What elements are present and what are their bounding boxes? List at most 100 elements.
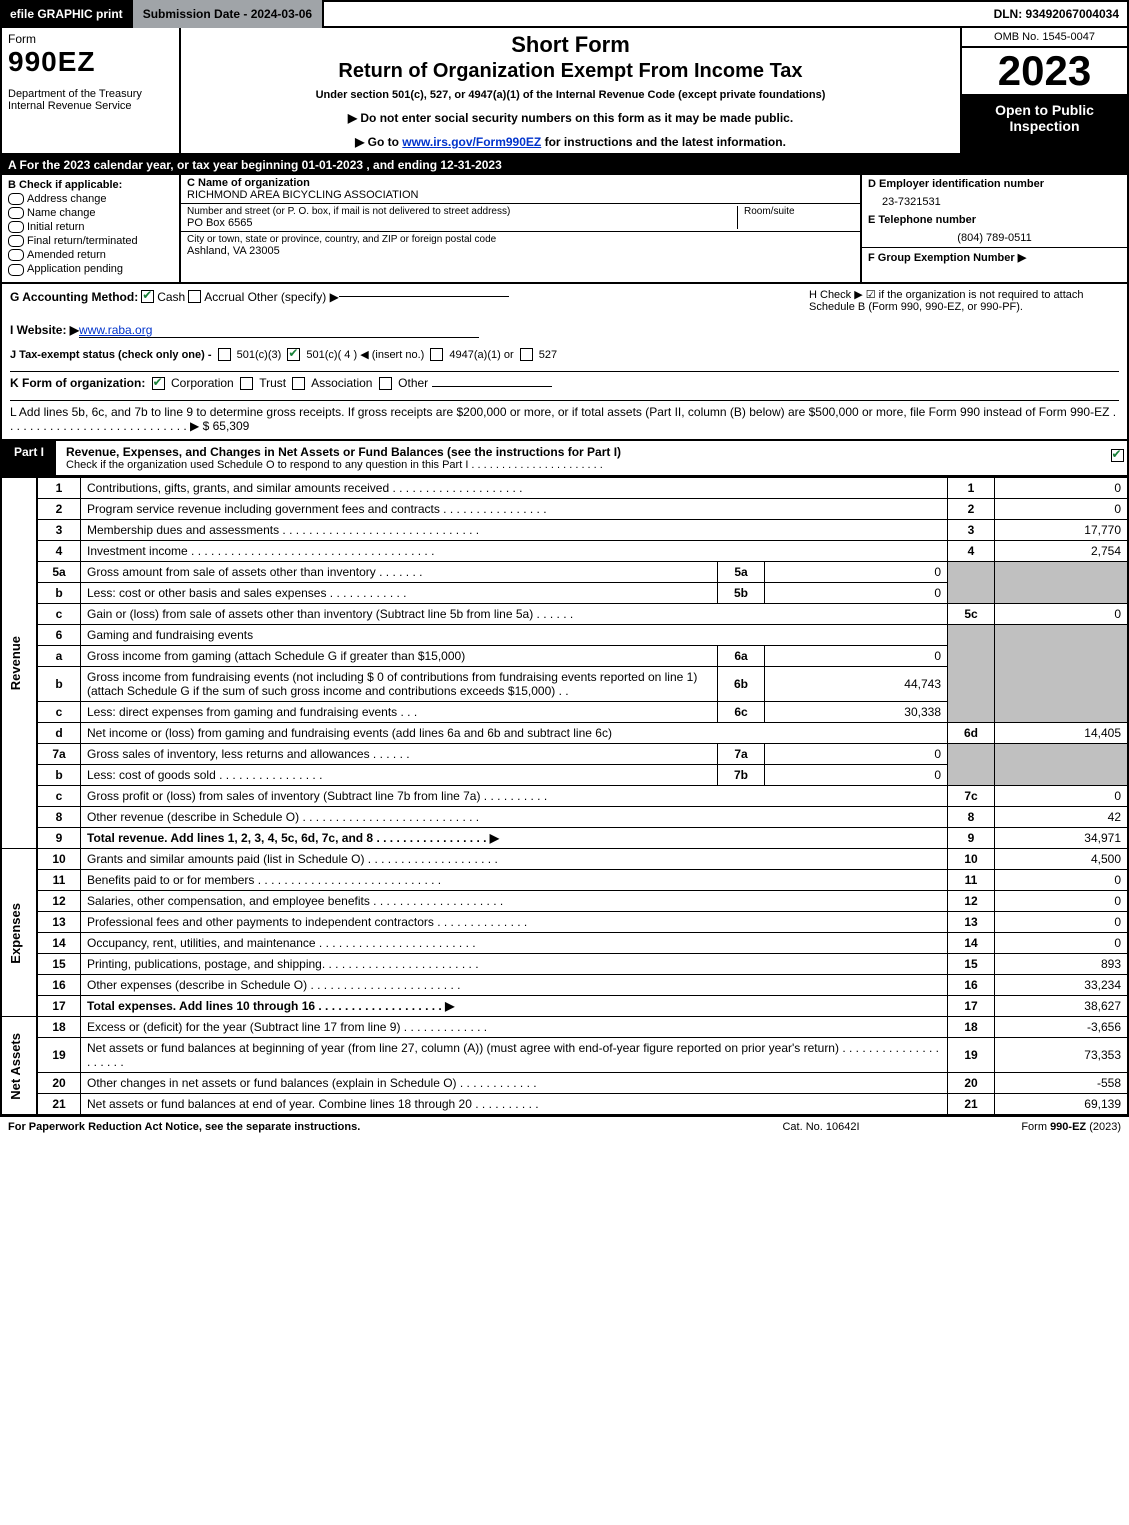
cb-schedule-o[interactable] xyxy=(1111,449,1124,462)
irs-link[interactable]: www.irs.gov/Form990EZ xyxy=(402,135,541,149)
section-d-e-f: D Employer identification number 23-7321… xyxy=(860,175,1127,282)
part-i-table: Revenue 1 Contributions, gifts, grants, … xyxy=(0,477,1129,1116)
cb-amended-return[interactable]: Amended return xyxy=(8,249,173,261)
efile-print-button[interactable]: efile GRAPHIC print xyxy=(2,0,133,28)
l7c-val: 0 xyxy=(995,786,1129,807)
title-line1: Short Form xyxy=(191,32,950,58)
l6a-val: 0 xyxy=(765,646,948,667)
cb-other-org[interactable] xyxy=(379,377,392,390)
section-j: J Tax-exempt status (check only one) - 5… xyxy=(10,348,1119,362)
cb-527[interactable] xyxy=(520,348,533,361)
l14-val: 0 xyxy=(995,933,1129,954)
cb-501c[interactable] xyxy=(287,348,300,361)
dln-number: DLN: 93492067004034 xyxy=(986,5,1127,23)
l6b-desc: Gross income from fundraising events (no… xyxy=(81,667,718,702)
form-number: 990EZ xyxy=(8,46,173,78)
l5c-val: 0 xyxy=(995,604,1129,625)
l10-val: 4,500 xyxy=(995,849,1129,870)
l13-desc: Professional fees and other payments to … xyxy=(81,912,948,933)
cb-501c3[interactable] xyxy=(218,348,231,361)
cb-initial-return[interactable]: Initial return xyxy=(8,221,173,233)
section-b-checkboxes: B Check if applicable: Address change Na… xyxy=(2,175,181,282)
l5a-desc: Gross amount from sale of assets other t… xyxy=(81,562,718,583)
l20-desc: Other changes in net assets or fund bala… xyxy=(81,1073,948,1094)
l19-val: 73,353 xyxy=(995,1038,1129,1073)
website-link[interactable]: www.raba.org xyxy=(79,323,479,338)
l4-desc: Investment income . . . . . . . . . . . … xyxy=(81,541,948,562)
c-name-label: C Name of organization xyxy=(187,177,854,189)
form-word: Form xyxy=(8,32,173,46)
cb-trust[interactable] xyxy=(240,377,253,390)
subtitle3: ▶ Go to www.irs.gov/Form990EZ for instru… xyxy=(191,135,950,149)
title-line2: Return of Organization Exempt From Incom… xyxy=(191,60,950,83)
l18-desc: Excess or (deficit) for the year (Subtra… xyxy=(81,1017,948,1038)
cb-final-return[interactable]: Final return/terminated xyxy=(8,235,173,247)
section-k: K Form of organization: Corporation Trus… xyxy=(10,371,1119,390)
section-i: I Website: ▶www.raba.org xyxy=(10,323,1119,338)
omb-number: OMB No. 1545-0047 xyxy=(962,28,1127,48)
cb-corporation[interactable] xyxy=(152,377,165,390)
l5b-val: 0 xyxy=(765,583,948,604)
l13-val: 0 xyxy=(995,912,1129,933)
section-g-through-l: H Check ▶ ☑ if the organization is not r… xyxy=(0,284,1129,442)
open-to-public: Open to Public Inspection xyxy=(962,96,1127,153)
side-revenue: Revenue xyxy=(8,636,23,690)
part-i-sub: Check if the organization used Schedule … xyxy=(66,459,1097,471)
l7b-val: 0 xyxy=(765,765,948,786)
l6d-val: 14,405 xyxy=(995,723,1129,744)
l7c-desc: Gross profit or (loss) from sales of inv… xyxy=(81,786,948,807)
l15-desc: Printing, publications, postage, and shi… xyxy=(81,954,948,975)
c-street: PO Box 6565 xyxy=(187,217,737,229)
line-a-tax-year: A For the 2023 calendar year, or tax yea… xyxy=(0,155,1129,175)
l3-desc: Membership dues and assessments . . . . … xyxy=(81,520,948,541)
l10-desc: Grants and similar amounts paid (list in… xyxy=(81,849,948,870)
footer-left: For Paperwork Reduction Act Notice, see … xyxy=(8,1121,721,1133)
l17-val: 38,627 xyxy=(995,996,1129,1017)
e-label: E Telephone number xyxy=(868,214,976,226)
section-b-header: B Check if applicable: xyxy=(8,179,173,191)
page-footer: For Paperwork Reduction Act Notice, see … xyxy=(0,1116,1129,1137)
form-title-block: Short Form Return of Organization Exempt… xyxy=(181,28,960,153)
cb-accrual[interactable] xyxy=(188,290,201,303)
l15-val: 893 xyxy=(995,954,1129,975)
cb-4947[interactable] xyxy=(430,348,443,361)
department-text: Department of the Treasury Internal Reve… xyxy=(8,88,173,112)
part-i-header: Part I Revenue, Expenses, and Changes in… xyxy=(0,441,1129,477)
cb-application-pending[interactable]: Application pending xyxy=(8,263,173,275)
subtitle1: Under section 501(c), 527, or 4947(a)(1)… xyxy=(191,89,950,101)
tax-year: 2023 xyxy=(962,48,1127,96)
l2-desc: Program service revenue including govern… xyxy=(81,499,948,520)
l11-val: 0 xyxy=(995,870,1129,891)
d-label: D Employer identification number xyxy=(868,178,1044,190)
subtitle2: ▶ Do not enter social security numbers o… xyxy=(191,111,950,125)
g-label: G Accounting Method: xyxy=(10,290,138,304)
l7a-val: 0 xyxy=(765,744,948,765)
cb-cash[interactable] xyxy=(141,290,154,303)
l7b-desc: Less: cost of goods sold . . . . . . . .… xyxy=(81,765,718,786)
section-h: H Check ▶ ☑ if the organization is not r… xyxy=(809,288,1119,313)
l5c-desc: Gain or (loss) from sale of assets other… xyxy=(81,604,948,625)
side-expenses: Expenses xyxy=(8,903,23,964)
part-i-label: Part I xyxy=(2,441,56,475)
l12-val: 0 xyxy=(995,891,1129,912)
footer-cat-no: Cat. No. 10642I xyxy=(721,1121,921,1133)
f-label: F Group Exemption Number ▶ xyxy=(868,252,1026,264)
l7a-desc: Gross sales of inventory, less returns a… xyxy=(81,744,718,765)
c-room-label: Room/suite xyxy=(744,206,854,217)
l16-desc: Other expenses (describe in Schedule O) … xyxy=(81,975,948,996)
l3-val: 17,770 xyxy=(995,520,1129,541)
l9-val: 34,971 xyxy=(995,828,1129,849)
c-city-label: City or town, state or province, country… xyxy=(187,234,854,245)
form-id-block: Form 990EZ Department of the Treasury In… xyxy=(2,28,181,153)
l11-desc: Benefits paid to or for members . . . . … xyxy=(81,870,948,891)
cb-association[interactable] xyxy=(292,377,305,390)
cb-address-change[interactable]: Address change xyxy=(8,193,173,205)
l6b-val: 44,743 xyxy=(765,667,948,702)
l6c-val: 30,338 xyxy=(765,702,948,723)
l5a-val: 0 xyxy=(765,562,948,583)
section-b-through-f: B Check if applicable: Address change Na… xyxy=(0,175,1129,284)
l1-desc: Contributions, gifts, grants, and simila… xyxy=(81,478,948,499)
cb-name-change[interactable]: Name change xyxy=(8,207,173,219)
d-ein: 23-7321531 xyxy=(862,193,1127,211)
l6c-desc: Less: direct expenses from gaming and fu… xyxy=(81,702,718,723)
